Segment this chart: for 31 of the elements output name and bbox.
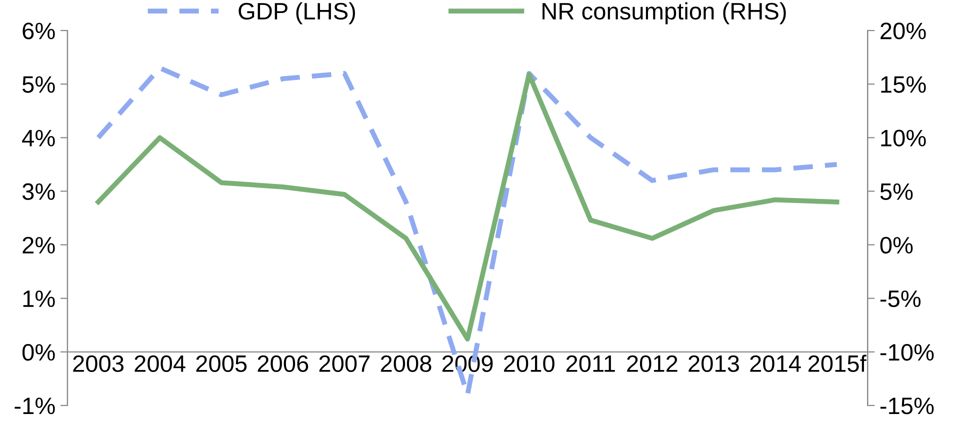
y-tick-label: 5% bbox=[22, 76, 55, 93]
x-tick-label: 2014 bbox=[750, 355, 801, 372]
x-tick-label: 2010 bbox=[504, 355, 554, 372]
x-tick-label: 2008 bbox=[380, 355, 432, 372]
x-tick-label: 2007 bbox=[319, 355, 370, 372]
legend-label: GDP (LHS) bbox=[238, 2, 356, 24]
y-tick-label: 1% bbox=[23, 290, 55, 308]
y2-tick-label: 10% bbox=[881, 130, 926, 146]
line-series bbox=[96, 72, 840, 342]
x-tick-label: 2012 bbox=[627, 355, 678, 372]
x-tick-label: 2015f bbox=[808, 354, 866, 372]
y2-tick-label: -5% bbox=[880, 290, 921, 308]
y-tick-label: 0% bbox=[22, 344, 55, 361]
y2-tick-label: -15% bbox=[880, 398, 934, 414]
y-tick-label: 2% bbox=[22, 236, 55, 254]
x-tick-label: 2013 bbox=[688, 355, 739, 372]
y-tick-label: -1% bbox=[14, 398, 55, 414]
x-tick-label: 2006 bbox=[258, 355, 308, 372]
x-tick-label: 2005 bbox=[196, 355, 247, 372]
x-tick-label: 2004 bbox=[134, 355, 186, 372]
y2-tick-label: 0% bbox=[880, 236, 913, 254]
y2-tick-label: -10% bbox=[880, 344, 934, 361]
y2-tick-label: 5% bbox=[880, 183, 913, 200]
y-tick-label: 6% bbox=[22, 22, 55, 40]
y2-tick-label: 15% bbox=[881, 76, 926, 93]
x-tick-label: 2011 bbox=[566, 355, 615, 372]
y2-tick-label: 20% bbox=[880, 22, 926, 40]
legend-label: NR consumption (RHS) bbox=[542, 2, 786, 24]
y-tick-label: 4% bbox=[22, 130, 55, 146]
x-tick-label: 2003 bbox=[73, 355, 124, 372]
y-tick-label: 3% bbox=[22, 183, 55, 200]
